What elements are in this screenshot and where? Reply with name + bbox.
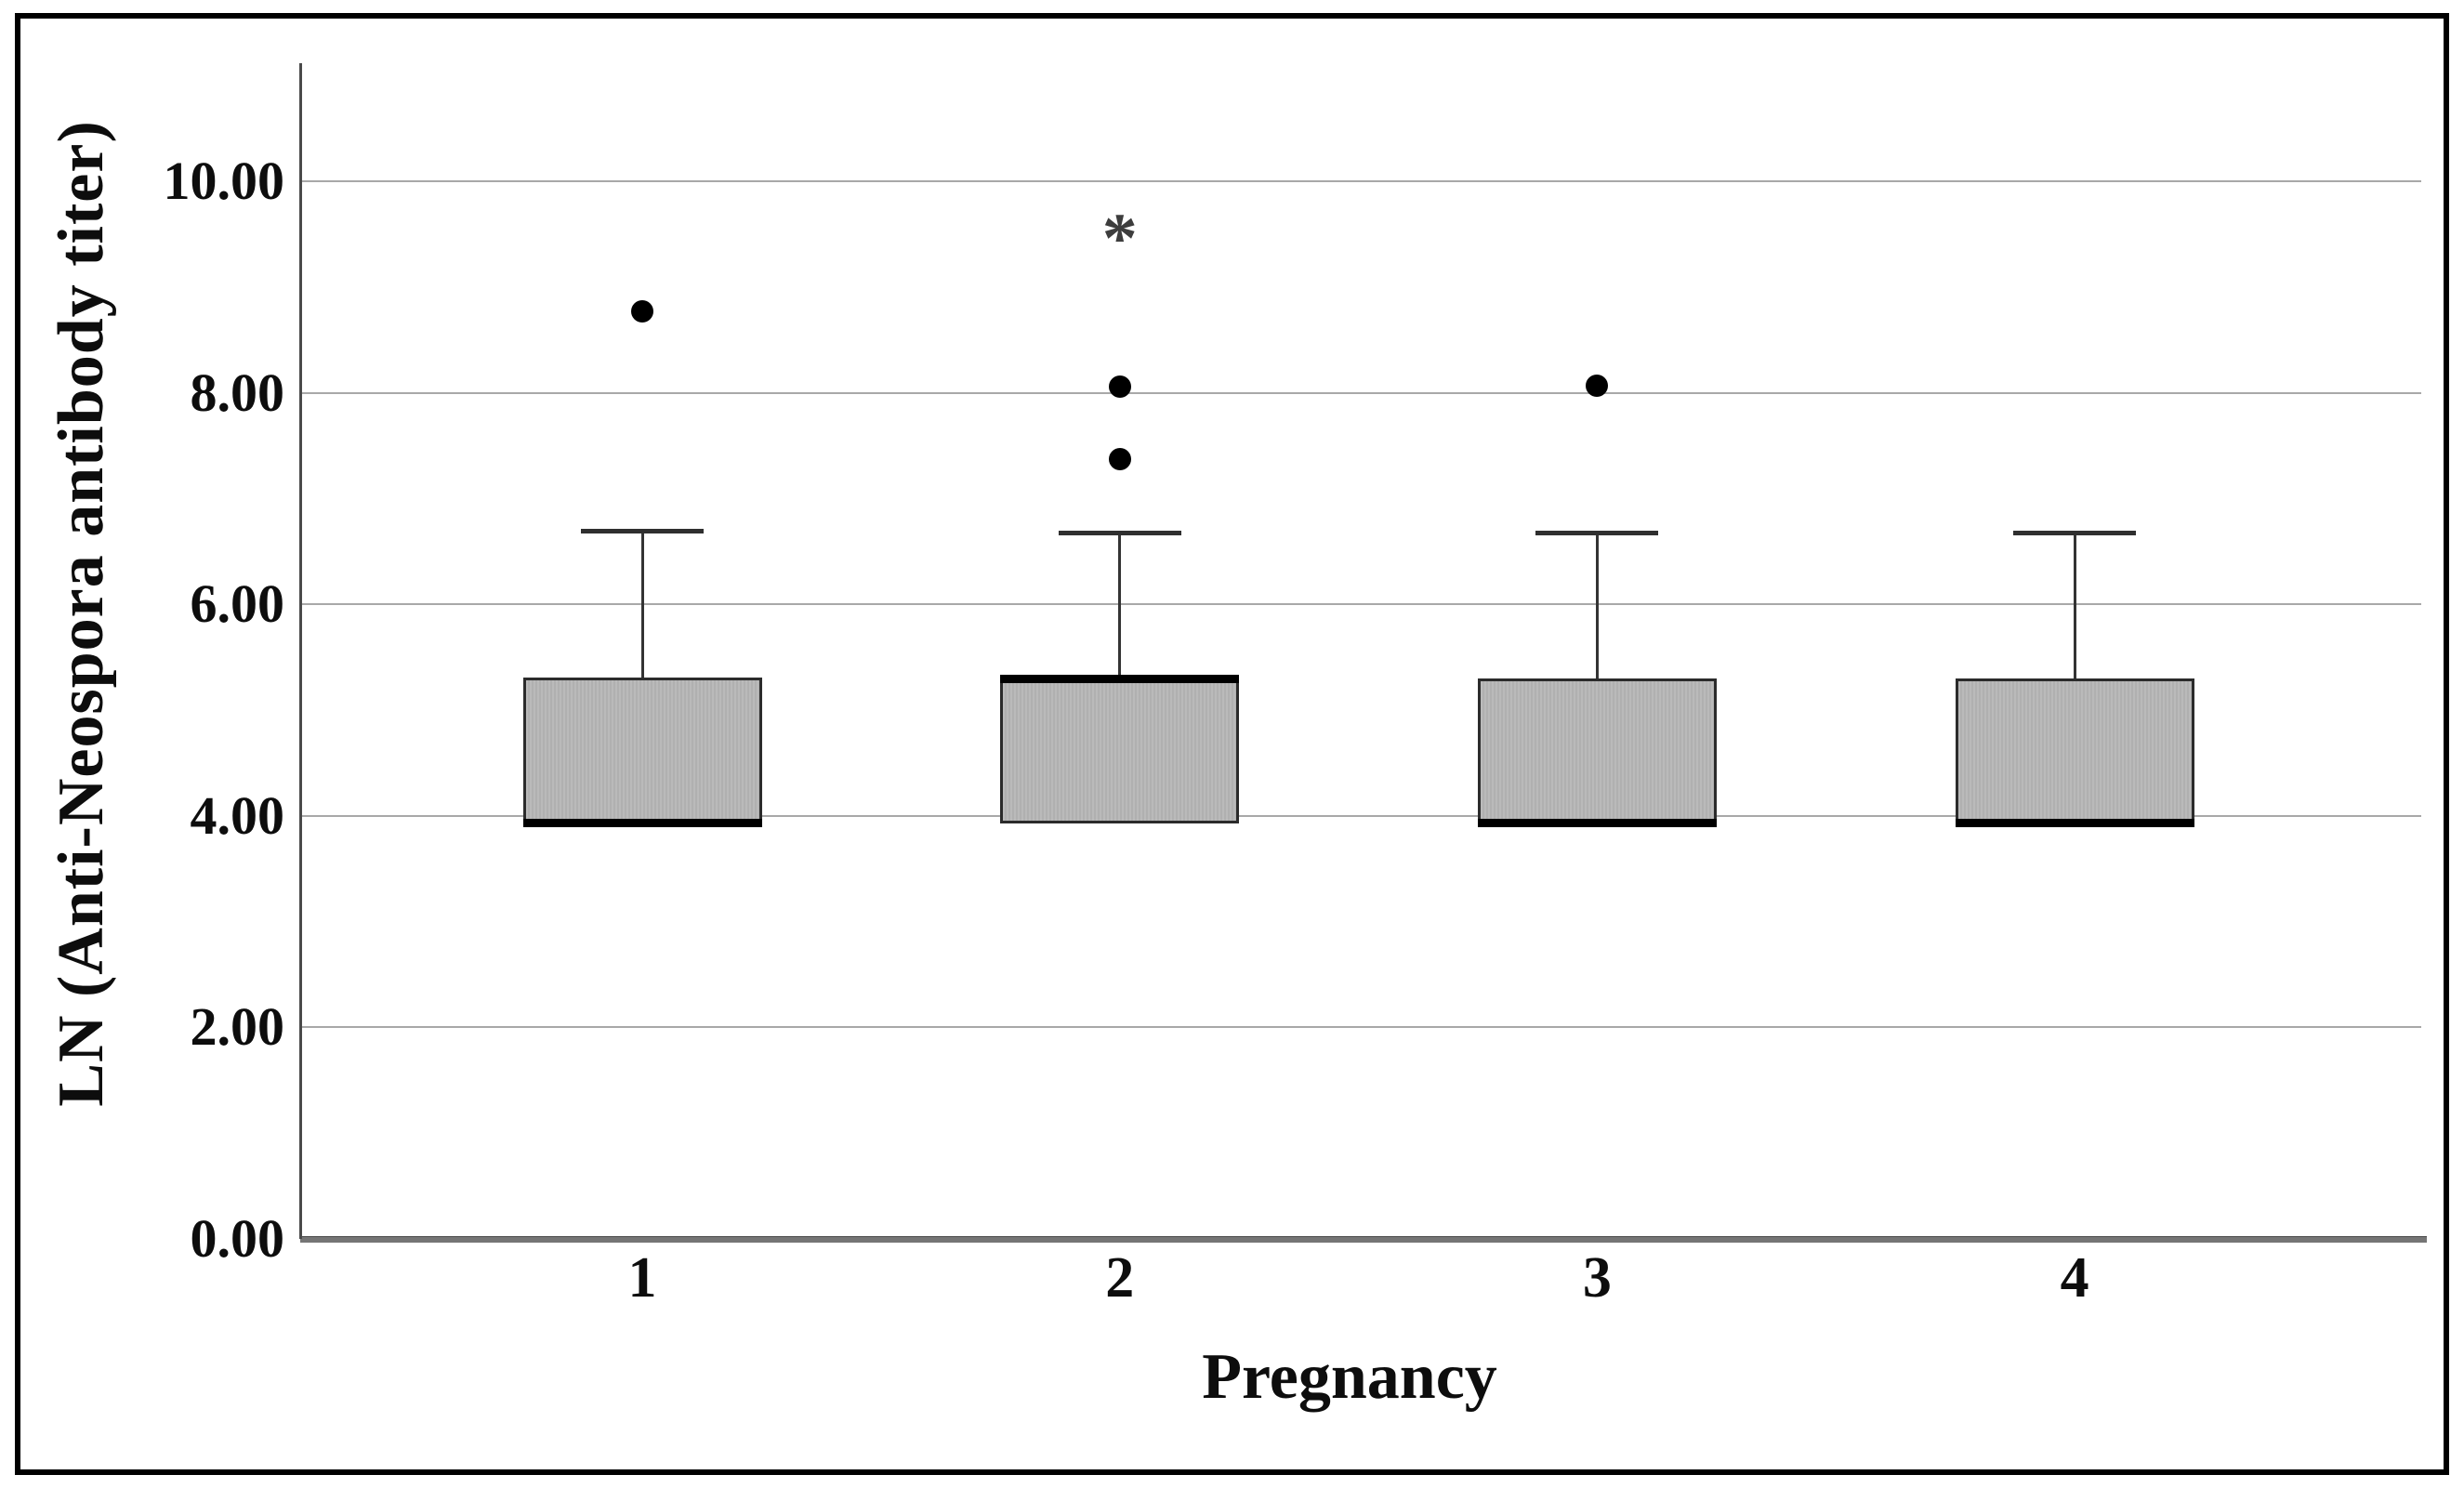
whisker-cap [581,528,704,533]
median-line [1477,819,1717,828]
whisker-line [1118,532,1122,679]
whisker-cap [1058,530,1181,535]
whisker-line [2073,532,2076,678]
extreme-asterisk: * [1101,199,1138,278]
boxplot-box-1 [522,677,762,823]
outlier-dot [1108,448,1131,471]
x-tick-label: 2 [1105,1246,1135,1310]
gridline-y-2.00 [300,1026,2421,1029]
x-tick-label: 3 [1582,1246,1612,1310]
median-line [522,819,762,828]
median-line [1955,819,2194,828]
boxplot-box-4 [1955,678,2194,823]
gridline-y-4.00 [300,814,2421,817]
outlier-dot [631,299,653,323]
whisker-line [640,530,644,678]
boxplot-box-2 [1000,678,1240,823]
y-tick-label: 2.00 [190,996,285,1058]
median-line [1000,675,1240,684]
y-axis-line [299,63,302,1239]
y-axis-title: LN (Anti-Neospora antibody titer) [46,120,117,1107]
boxplot-box-3 [1477,678,1717,823]
y-tick-label: 8.00 [190,362,285,423]
x-tick-label: 1 [627,1246,657,1310]
gridline-y-6.00 [300,603,2421,606]
whisker-cap [2013,530,2137,535]
gridline-y-8.00 [300,391,2421,394]
outlier-dot [1108,375,1131,398]
x-tick-label: 4 [2060,1246,2089,1310]
y-tick-label: 6.00 [190,573,285,635]
x-axis-line [300,1236,2427,1243]
y-tick-label: 4.00 [190,784,285,846]
y-tick-label: 10.00 [163,151,285,211]
whisker-line [1595,532,1599,678]
whisker-cap [1535,530,1659,535]
gridline-y-10.00 [300,180,2421,182]
outlier-dot [1586,374,1609,397]
x-axis-title: Pregnancy [1202,1341,1497,1413]
y-tick-label: 0.00 [190,1208,285,1269]
